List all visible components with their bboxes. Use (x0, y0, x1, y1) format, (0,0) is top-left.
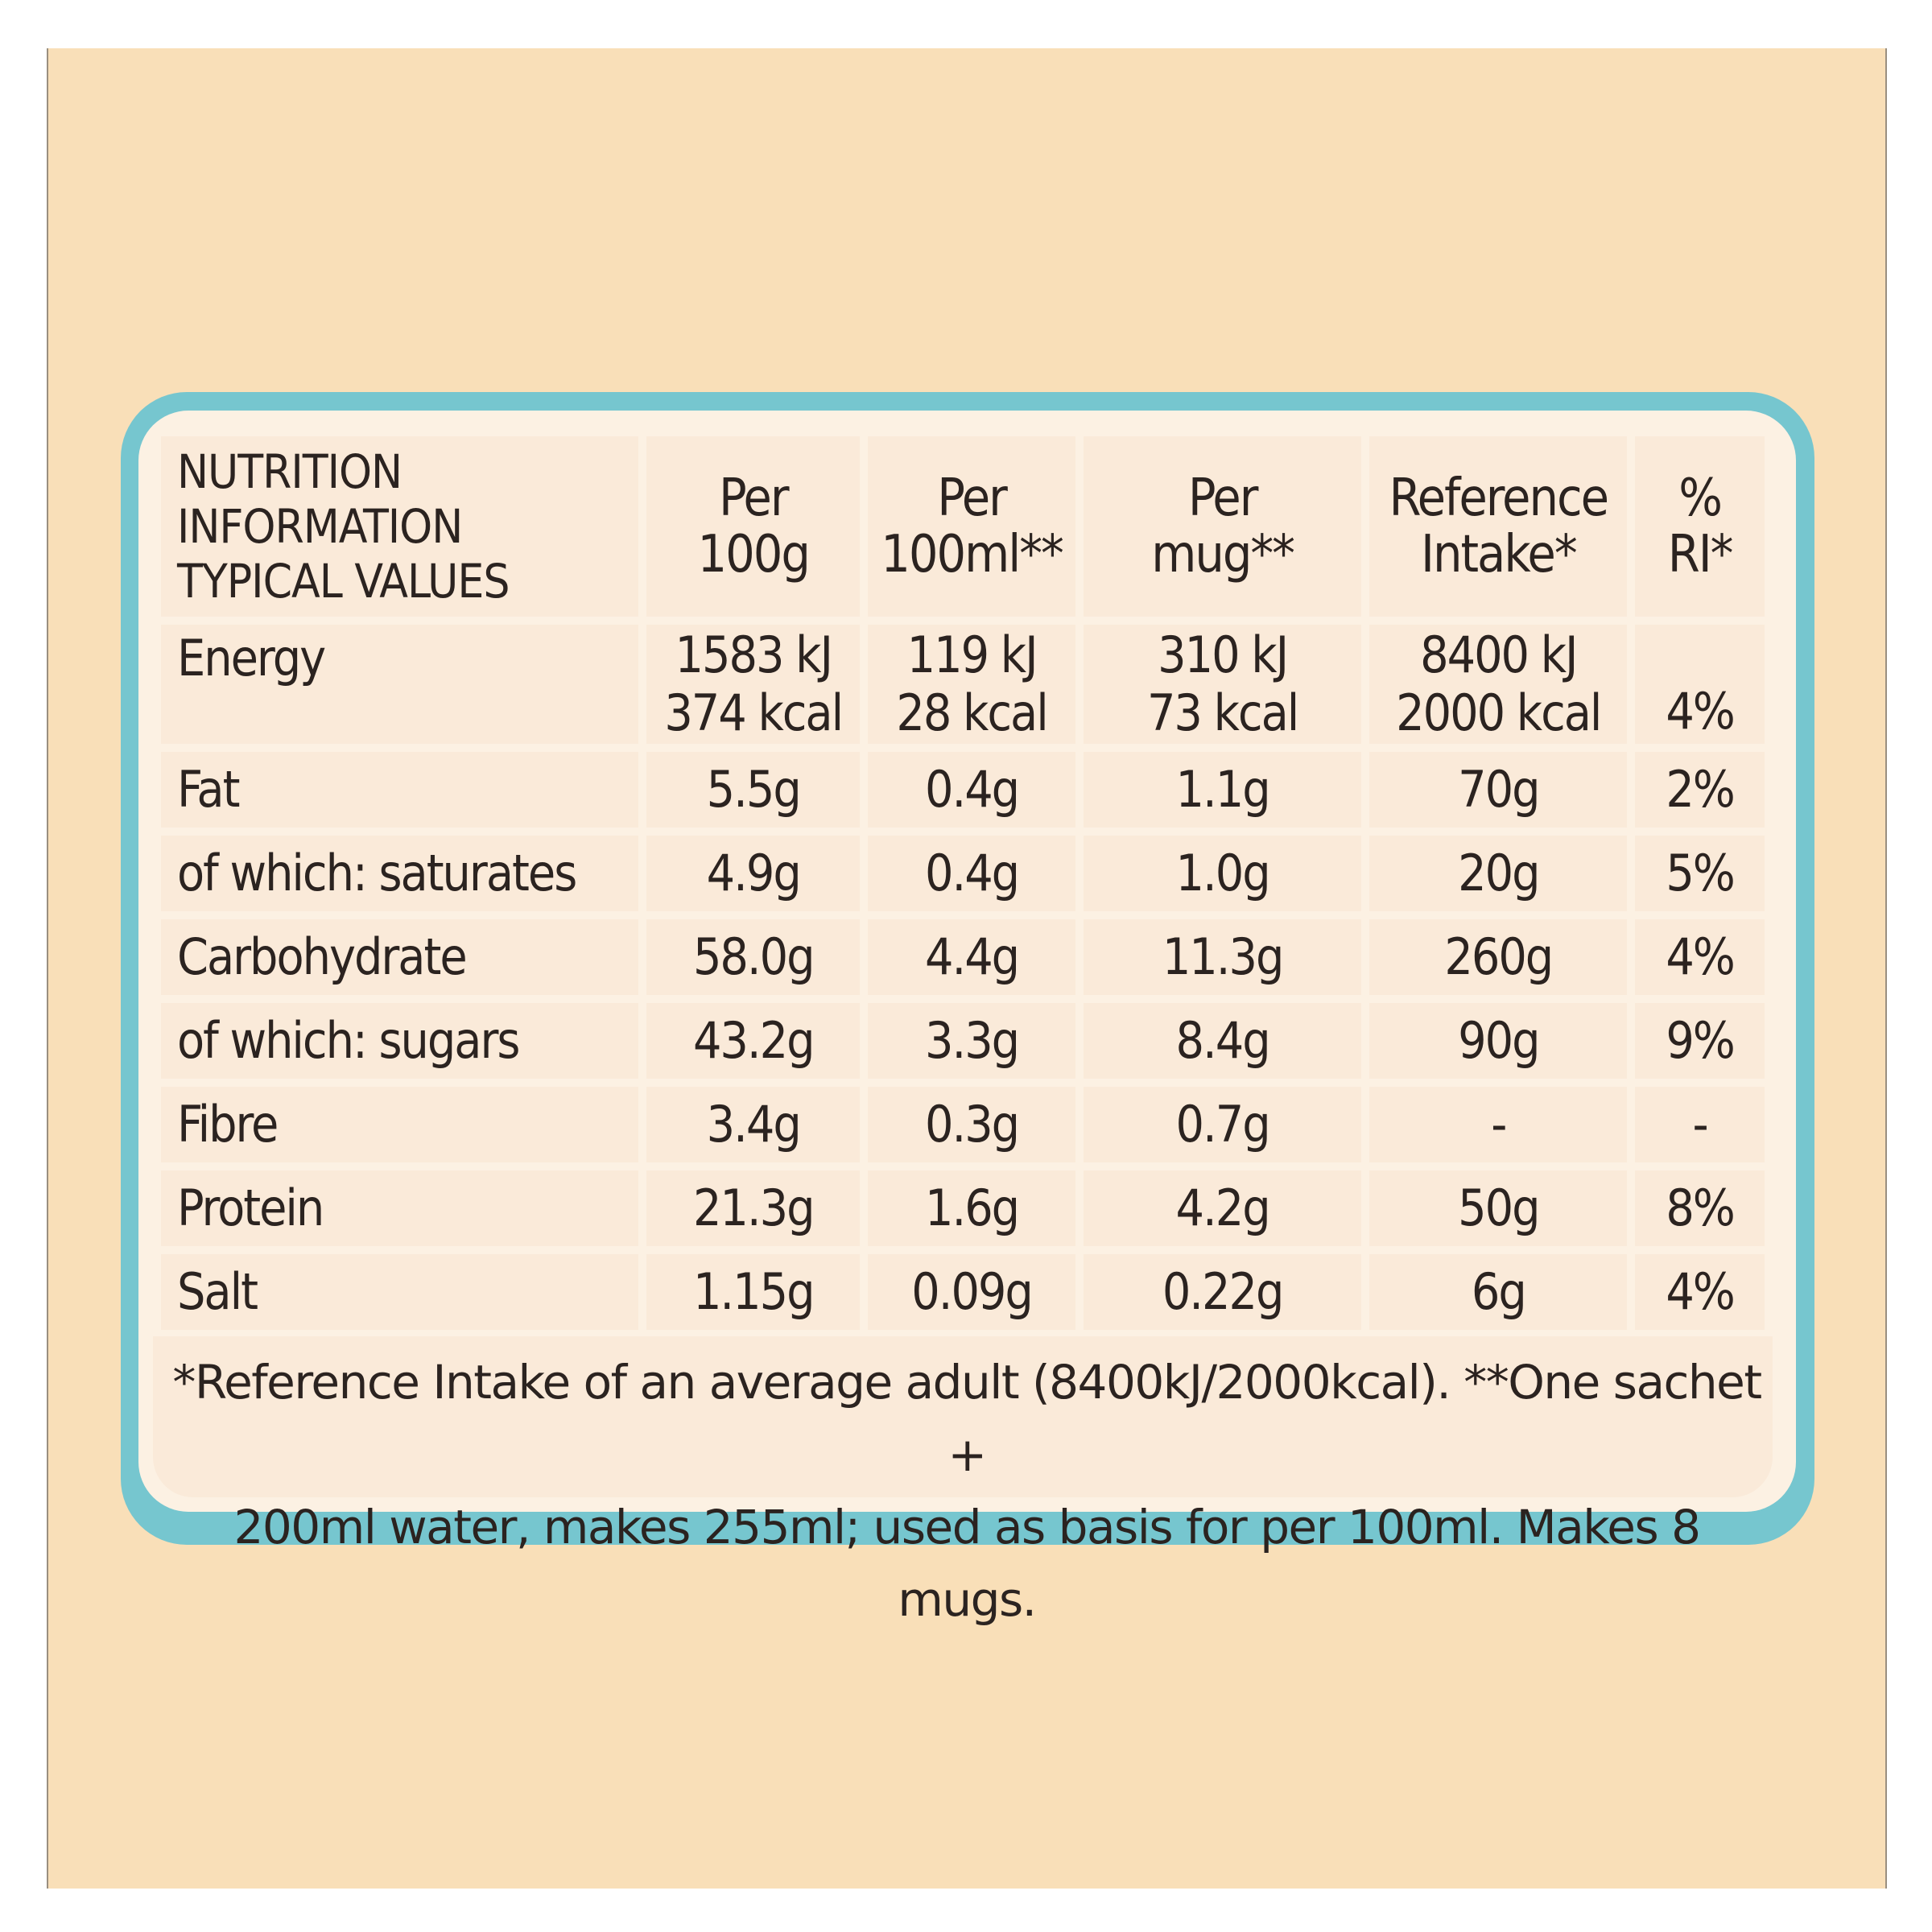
cell-per-100ml: 0.4g (868, 752, 1075, 828)
cell-per-100g: 43.2g (646, 1003, 861, 1079)
cell-percent-ri: 9% (1635, 1003, 1765, 1079)
table-row-fat: Fat 5.5g 0.4g 1.1g 70g 2% (161, 752, 1765, 828)
column-header-reference-intake: Reference Intake* (1369, 436, 1628, 617)
cell-percent-ri: 5% (1635, 836, 1765, 911)
cell-per-mug: 310 kJ 73 kcal (1083, 625, 1362, 744)
cell-per-100g: 1583 kJ 374 kcal (646, 625, 861, 744)
cell-reference-intake: 90g (1369, 1003, 1628, 1079)
cell-per-100g: 21.3g (646, 1170, 861, 1246)
footnote-background (153, 1336, 1773, 1497)
cell-per-100ml: 3.3g (868, 1003, 1075, 1079)
cell-reference-intake: 8400 kJ 2000 kcal (1369, 625, 1628, 744)
cell-percent-ri: 2% (1635, 752, 1765, 828)
cell-reference-intake: 70g (1369, 752, 1628, 828)
cell-percent-ri: 4% (1635, 919, 1765, 995)
column-header-per-100g: Per 100g (646, 436, 861, 617)
cell-per-100ml: 4.4g (868, 919, 1075, 995)
cell-per-100ml: 0.09g (868, 1254, 1075, 1330)
table-row-salt: Salt 1.15g 0.09g 0.22g 6g 4% (161, 1254, 1765, 1330)
cell-reference-intake: - (1369, 1087, 1628, 1162)
cell-per-mug: 0.22g (1083, 1254, 1362, 1330)
cell-per-100ml: 0.3g (868, 1087, 1075, 1162)
cell-per-100ml: 0.4g (868, 836, 1075, 911)
row-label: Fat (161, 752, 639, 828)
table-row-protein: Protein 21.3g 1.6g 4.2g 50g 8% (161, 1170, 1765, 1246)
cell-per-100g: 3.4g (646, 1087, 861, 1162)
cell-per-100ml: 119 kJ 28 kcal (868, 625, 1075, 744)
row-label: Protein (161, 1170, 639, 1246)
cell-per-mug: 0.7g (1083, 1087, 1362, 1162)
row-label: Fibre (161, 1087, 639, 1162)
nutrition-table: NUTRITION INFORMATION TYPICAL VALUES Per… (153, 428, 1773, 1338)
cell-percent-ri: 4% (1635, 1254, 1765, 1330)
row-label: Energy (161, 625, 639, 744)
cell-per-mug: 4.2g (1083, 1170, 1362, 1246)
cell-reference-intake: 50g (1369, 1170, 1628, 1246)
table-title: NUTRITION INFORMATION TYPICAL VALUES (161, 436, 639, 617)
cell-per-mug: 1.1g (1083, 752, 1362, 828)
column-header-per-100ml: Per 100ml** (868, 436, 1075, 617)
cell-reference-intake: 20g (1369, 836, 1628, 911)
cell-per-mug: 1.0g (1083, 836, 1362, 911)
cell-per-100g: 5.5g (646, 752, 861, 828)
footnote: *Reference Intake of an average adult (8… (161, 1346, 1773, 1627)
footnote-line-1: *Reference Intake of an average adult (8… (172, 1355, 1762, 1482)
row-label: of which: sugars (161, 1003, 639, 1079)
cell-percent-ri: - (1635, 1087, 1765, 1162)
column-header-percent-ri: % RI* (1635, 436, 1765, 617)
cell-per-100g: 58.0g (646, 919, 861, 995)
cell-per-mug: 11.3g (1083, 919, 1362, 995)
table-row-energy: Energy 1583 kJ 374 kcal 119 kJ 28 kcal 3… (161, 625, 1765, 744)
table-row-carbohydrate: Carbohydrate 58.0g 4.4g 11.3g 260g 4% (161, 919, 1765, 995)
table-row-saturates: of which: saturates 4.9g 0.4g 1.0g 20g 5… (161, 836, 1765, 911)
cell-percent-ri: 4% (1635, 625, 1765, 744)
cell-per-100ml: 1.6g (868, 1170, 1075, 1246)
cell-reference-intake: 6g (1369, 1254, 1628, 1330)
cell-percent-ri: 8% (1635, 1170, 1765, 1246)
table-row-fibre: Fibre 3.4g 0.3g 0.7g - - (161, 1087, 1765, 1162)
cell-per-100g: 1.15g (646, 1254, 861, 1330)
row-label: Carbohydrate (161, 919, 639, 995)
table-header-row: NUTRITION INFORMATION TYPICAL VALUES Per… (161, 436, 1765, 617)
row-label: Salt (161, 1254, 639, 1330)
cell-per-100g: 4.9g (646, 836, 861, 911)
row-label: of which: saturates (161, 836, 639, 911)
cell-per-mug: 8.4g (1083, 1003, 1362, 1079)
footnote-line-2: 200ml water, makes 255ml; used as basis … (233, 1500, 1701, 1627)
cell-reference-intake: 260g (1369, 919, 1628, 995)
column-header-per-mug: Per mug** (1083, 436, 1362, 617)
table-row-sugars: of which: sugars 43.2g 3.3g 8.4g 90g 9% (161, 1003, 1765, 1079)
